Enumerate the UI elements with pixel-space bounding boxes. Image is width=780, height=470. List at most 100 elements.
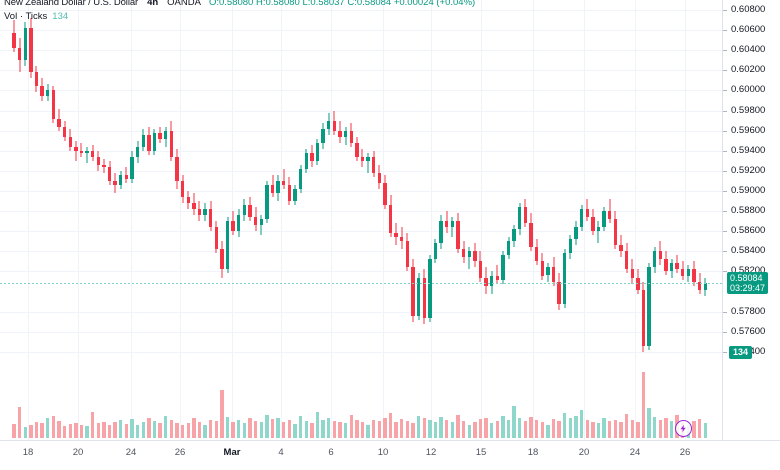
candle-body — [51, 90, 56, 119]
lightning-bolt-icon[interactable] — [675, 420, 692, 437]
price-axis[interactable]: 0.58084 03:29:47 134 0.60800 0.60600 0.604… — [722, 0, 780, 440]
candle-body — [394, 233, 398, 238]
candlestick — [445, 0, 449, 440]
volume-bar — [186, 423, 190, 438]
gridline-horizontal — [0, 311, 722, 313]
candlestick — [692, 0, 696, 440]
volume-bar — [164, 415, 168, 438]
candle-body — [85, 150, 89, 153]
candle-body — [130, 156, 134, 179]
candle-body — [518, 207, 522, 230]
candlestick — [107, 0, 112, 440]
symbol-row[interactable]: New Zealand Dollar / U.S. Dollar 4h OAND… — [4, 0, 475, 9]
candlestick — [349, 0, 353, 440]
time-axis-tick-label: 18 — [22, 447, 34, 458]
candle-body — [478, 261, 483, 278]
candle-body — [180, 180, 185, 198]
candle-body — [534, 247, 539, 262]
price-axis-tick: 0.60000 — [723, 84, 780, 96]
volume-bar — [79, 424, 84, 438]
candlestick — [585, 0, 589, 440]
candlestick — [180, 0, 185, 440]
candlestick — [461, 0, 466, 440]
candlestick — [34, 0, 39, 440]
price-tick-label: 0.60600 — [731, 24, 766, 36]
volume-bar — [579, 410, 584, 438]
price-tick-label: 0.58600 — [731, 225, 766, 237]
candlestick — [669, 0, 674, 440]
candle-body — [596, 227, 601, 232]
gridline-horizontal — [0, 170, 722, 172]
candlestick — [540, 0, 544, 440]
candle-body — [175, 156, 179, 181]
candlestick — [130, 0, 134, 440]
candle-body — [237, 215, 241, 232]
candle-body — [574, 227, 578, 240]
candlestick — [428, 0, 432, 440]
candlestick — [23, 0, 27, 440]
volume-bar — [602, 418, 606, 438]
tick-mark — [723, 130, 727, 132]
current-price-badge[interactable]: 0.58084 03:29:47 — [727, 272, 769, 295]
tick-mark — [723, 110, 727, 112]
volume-bar — [574, 415, 578, 438]
candle-body — [467, 251, 471, 258]
volume-bar — [293, 424, 297, 438]
time-axis[interactable]: 18 20 24 26 Mar 4 6 10 12 15 18 20 24 26 — [0, 440, 780, 470]
volume-bar — [512, 406, 516, 438]
gridline-horizontal — [0, 30, 722, 32]
candlestick — [102, 0, 106, 440]
volume-bar — [636, 421, 640, 438]
interval-label[interactable]: 4h — [147, 0, 159, 8]
candle-body — [529, 223, 533, 248]
candle-body — [405, 241, 410, 268]
candle-body — [461, 249, 466, 258]
volume-bar — [518, 418, 522, 438]
candlestick — [529, 0, 533, 440]
candlestick — [310, 0, 314, 440]
candle-body — [231, 221, 235, 232]
price-tick-label: 0.60400 — [731, 44, 766, 56]
volume-bar — [34, 421, 39, 438]
candlestick — [119, 0, 123, 440]
volume-bar — [248, 418, 252, 438]
candlestick — [473, 0, 477, 440]
candlestick — [697, 0, 702, 440]
candlestick — [343, 0, 348, 440]
candlestick — [658, 0, 662, 440]
candlestick — [484, 0, 488, 440]
time-axis-tick-label: 6 — [328, 447, 334, 458]
volume-bar — [608, 420, 612, 438]
candlestick — [439, 0, 443, 440]
volume-bar — [428, 420, 432, 438]
candlestick — [17, 0, 22, 440]
volume-bar — [197, 422, 202, 438]
candle-body — [12, 33, 16, 49]
tick-mark — [723, 211, 727, 213]
time-axis-tick-label: 20 — [72, 447, 84, 458]
volume-bar — [669, 420, 674, 438]
volume-bar — [416, 415, 421, 438]
candle-body — [512, 229, 516, 242]
candlestick — [512, 0, 516, 440]
candle-body — [209, 209, 213, 228]
volume-value-badge[interactable]: 134 — [729, 345, 753, 359]
candlestick — [270, 0, 275, 440]
symbol-title[interactable]: New Zealand Dollar / U.S. Dollar — [4, 0, 139, 8]
volume-indicator-label[interactable]: Vol · Ticks — [4, 11, 48, 22]
candle-body — [29, 28, 33, 73]
volume-bar — [135, 424, 140, 438]
candle-body — [135, 146, 140, 157]
price-axis-tick: 0.57600 — [723, 326, 780, 338]
tick-mark — [723, 231, 727, 233]
candlestick — [383, 0, 387, 440]
chart-plot-area[interactable] — [0, 0, 722, 440]
time-axis-tick-label: 10 — [377, 447, 389, 458]
volume-indicator-row[interactable]: Vol · Ticks 134 — [4, 10, 475, 23]
volume-bar — [152, 420, 157, 438]
tick-mark — [723, 311, 727, 313]
candlestick — [85, 0, 89, 440]
candlestick — [366, 0, 370, 440]
price-tick-label: 0.59800 — [731, 104, 766, 116]
